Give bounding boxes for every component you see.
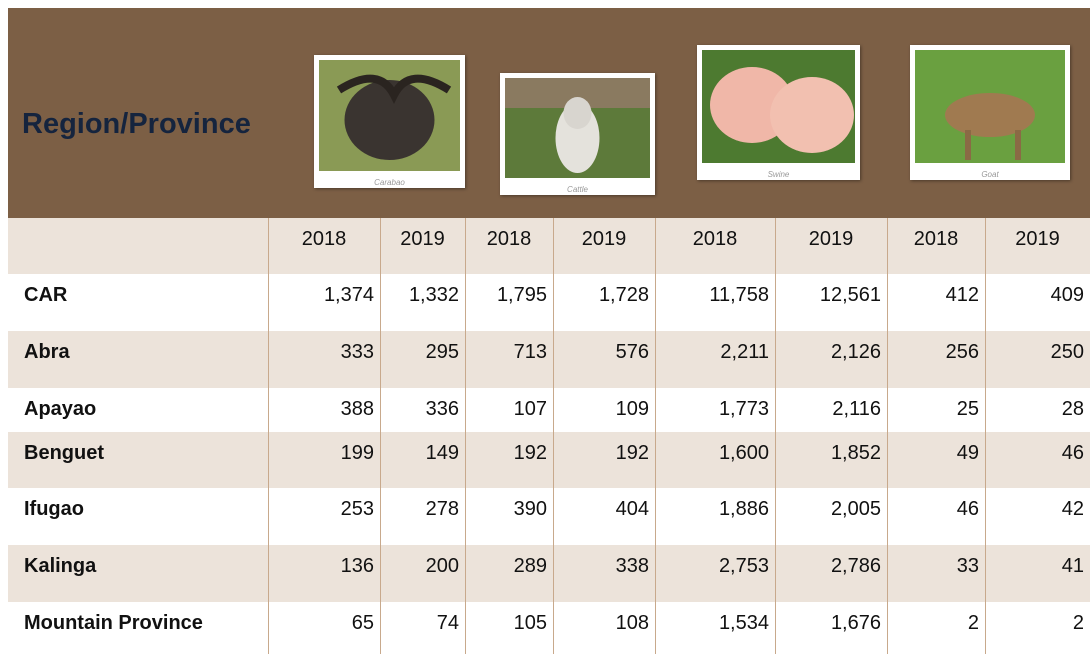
- year-header: 2018: [655, 218, 775, 274]
- value-cell: 289: [465, 545, 553, 602]
- value-cell: 2,786: [775, 545, 887, 602]
- year-header: 2018: [465, 218, 553, 274]
- value-cell: 2,753: [655, 545, 775, 602]
- value-cell: 192: [465, 432, 553, 488]
- photo-caption: Cattle: [500, 185, 655, 194]
- value-cell: 1,332: [380, 274, 465, 331]
- value-cell: 250: [985, 331, 1090, 388]
- value-cell: 412: [887, 274, 985, 331]
- photo-image: [702, 50, 855, 163]
- value-cell: 12,561: [775, 274, 887, 331]
- value-cell: 1,728: [553, 274, 655, 331]
- animal-photo: Goat: [910, 45, 1070, 180]
- value-cell: 108: [553, 602, 655, 654]
- value-cell: 200: [380, 545, 465, 602]
- value-cell: 192: [553, 432, 655, 488]
- value-cell: 404: [553, 488, 655, 545]
- region-name: CAR: [8, 274, 268, 331]
- year-header: 2019: [985, 218, 1090, 274]
- value-cell: 278: [380, 488, 465, 545]
- value-cell: 388: [268, 388, 380, 432]
- value-cell: 109: [553, 388, 655, 432]
- region-name: Kalinga: [8, 545, 268, 602]
- value-cell: 1,534: [655, 602, 775, 654]
- animal-photo: Cattle: [500, 73, 655, 195]
- value-cell: 1,374: [268, 274, 380, 331]
- value-cell: 107: [465, 388, 553, 432]
- value-cell: 409: [985, 274, 1090, 331]
- photo-image: [915, 50, 1065, 163]
- value-cell: 1,676: [775, 602, 887, 654]
- value-cell: 336: [380, 388, 465, 432]
- year-header: 2019: [553, 218, 655, 274]
- value-cell: 2,116: [775, 388, 887, 432]
- animal-photo: Carabao: [314, 55, 465, 188]
- header-title: Region/Province: [22, 108, 251, 141]
- value-cell: 74: [380, 602, 465, 654]
- region-name: Apayao: [8, 388, 268, 432]
- value-cell: 199: [268, 432, 380, 488]
- value-cell: 1,795: [465, 274, 553, 331]
- value-cell: 338: [553, 545, 655, 602]
- value-cell: 25: [887, 388, 985, 432]
- region-name: Abra: [8, 331, 268, 388]
- page: Region/Province Carabao Cattle Swine Goat 2…: [0, 0, 1090, 654]
- photo-caption: Goat: [910, 170, 1070, 179]
- region-name: Mountain Province: [8, 602, 268, 654]
- photo-caption: Carabao: [314, 178, 465, 187]
- value-cell: 11,758: [655, 274, 775, 331]
- value-cell: 2,005: [775, 488, 887, 545]
- value-cell: 1,852: [775, 432, 887, 488]
- value-cell: 576: [553, 331, 655, 388]
- photo-image: [505, 78, 650, 178]
- region-name: Ifugao: [8, 488, 268, 545]
- value-cell: 65: [268, 602, 380, 654]
- value-cell: 49: [887, 432, 985, 488]
- value-cell: 2,126: [775, 331, 887, 388]
- value-cell: 42: [985, 488, 1090, 545]
- value-cell: 295: [380, 331, 465, 388]
- value-cell: 2,211: [655, 331, 775, 388]
- value-cell: 46: [887, 488, 985, 545]
- animal-photo: Swine: [697, 45, 860, 180]
- value-cell: 33: [887, 545, 985, 602]
- value-cell: 149: [380, 432, 465, 488]
- value-cell: 1,886: [655, 488, 775, 545]
- value-cell: 1,600: [655, 432, 775, 488]
- year-header: 2019: [775, 218, 887, 274]
- value-cell: 41: [985, 545, 1090, 602]
- value-cell: 713: [465, 331, 553, 388]
- value-cell: 253: [268, 488, 380, 545]
- year-header: 2018: [268, 218, 380, 274]
- photo-image: [319, 60, 460, 171]
- value-cell: 333: [268, 331, 380, 388]
- value-cell: 2: [887, 602, 985, 654]
- value-cell: 2: [985, 602, 1090, 654]
- value-cell: 28: [985, 388, 1090, 432]
- value-cell: 1,773: [655, 388, 775, 432]
- photo-caption: Swine: [697, 170, 860, 179]
- year-header: 2019: [380, 218, 465, 274]
- value-cell: 46: [985, 432, 1090, 488]
- value-cell: 105: [465, 602, 553, 654]
- region-name: Benguet: [8, 432, 268, 488]
- year-header: 2018: [887, 218, 985, 274]
- value-cell: 136: [268, 545, 380, 602]
- value-cell: 390: [465, 488, 553, 545]
- value-cell: 256: [887, 331, 985, 388]
